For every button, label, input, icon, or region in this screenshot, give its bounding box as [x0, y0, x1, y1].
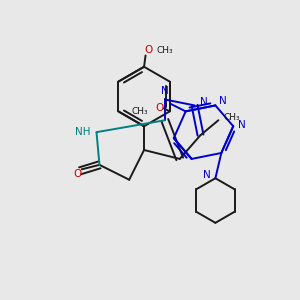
- Text: N: N: [238, 120, 246, 130]
- Text: N: N: [202, 170, 210, 180]
- Text: CH₃: CH₃: [157, 46, 173, 55]
- Text: NH: NH: [75, 127, 91, 137]
- Text: CH₃: CH₃: [224, 113, 240, 122]
- Text: N: N: [161, 85, 169, 96]
- Text: O: O: [155, 103, 164, 113]
- Text: N: N: [219, 96, 227, 106]
- Text: O: O: [73, 169, 81, 179]
- Text: O: O: [144, 45, 153, 56]
- Text: N: N: [200, 98, 207, 107]
- Text: CH₃: CH₃: [132, 107, 148, 116]
